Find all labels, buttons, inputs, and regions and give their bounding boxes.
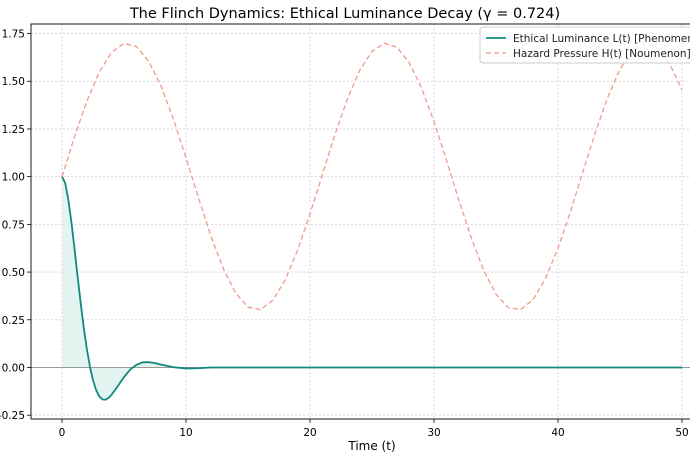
y-tick-label: 1.25 — [2, 124, 25, 136]
y-tick-label: -0.25 — [0, 410, 25, 422]
y-tick-label: 0.75 — [2, 219, 25, 231]
x-tick-label: 40 — [551, 427, 564, 439]
luminance-fill-area — [62, 176, 682, 400]
y-tick-label: 0.25 — [2, 315, 25, 327]
tick-labels: 0 10 20 30 40 50 -0.25 0.00 0.25 0.50 0.75 1.00 1.25… — [0, 29, 689, 439]
series-lines — [61, 42, 683, 401]
chart-title: The Flinch Dynamics: Ethical Luminance D… — [129, 6, 560, 22]
legend: Ethical Luminance L(t) [Phenomenon] Haza… — [479, 26, 690, 64]
x-tick-label: 50 — [675, 427, 688, 439]
x-tick-label: 10 — [179, 427, 192, 439]
legend-label-luminance: Ethical Luminance L(t) [Phenomenon] — [513, 33, 690, 45]
luminance-line — [61, 176, 682, 401]
x-tick-label: 30 — [427, 427, 440, 439]
x-axis-label: Time (t) — [347, 439, 395, 453]
legend-label-hazard: Hazard Pressure H(t) [Noumenon] — [513, 48, 690, 60]
y-tick-label: 1.00 — [2, 172, 25, 184]
y-tick-label: 0.50 — [2, 267, 25, 279]
fills — [62, 176, 682, 400]
y-tick-label: 1.50 — [2, 76, 25, 88]
x-tick-label: 20 — [303, 427, 316, 439]
hazard-line — [61, 42, 683, 311]
legend-box — [479, 26, 690, 64]
grid — [31, 24, 690, 419]
y-tick-label: 0.00 — [2, 362, 25, 374]
x-tick-label: 0 — [59, 427, 66, 439]
axes — [27, 23, 690, 423]
plot-frame — [30, 23, 690, 420]
y-tick-label: 1.75 — [2, 29, 25, 41]
